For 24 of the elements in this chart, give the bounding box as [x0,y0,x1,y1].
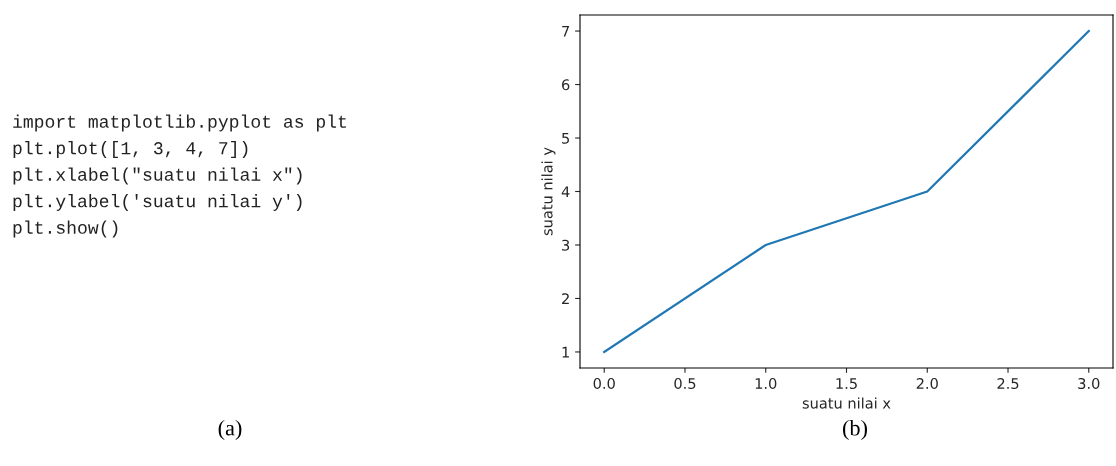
x-tick-label: 3.0 [1078,377,1100,390]
x-tick-label: 1.5 [836,378,857,390]
x-axis-title: suatu nilai x [802,397,891,409]
text: plt.show() [13,220,118,238]
x-tick-label: 2.5 [997,377,1019,390]
x-tick-label: 1.0 [755,377,777,390]
y-tick-label: 4 [561,186,570,198]
y-tick-label: 6 [562,79,570,91]
x-tick-label: 2.0 [916,377,938,390]
text: plt.ylabel('suatu nilai y') [13,194,302,211]
text: plt.plot([1, 3, 4, 7]) [13,141,248,158]
y-tick-label: 1 [562,346,569,358]
y-tick-label: 3 [562,239,570,251]
text: (a) [218,419,242,441]
x-tick-label: 0.0 [593,377,615,390]
y-tick-label: 5 [562,132,569,144]
y-tick-label: 7 [562,25,570,37]
y-tick-label: 2 [562,293,569,305]
text: (b) [843,419,867,441]
y-axis-title: suatu nilai y [541,147,556,236]
x-tick-label: 0.5 [674,377,696,390]
text: plt.xlabel("suatu nilai x") [13,167,302,185]
text: import matplotlib.pyplot as plt [13,114,347,132]
line-series [603,29,1090,354]
